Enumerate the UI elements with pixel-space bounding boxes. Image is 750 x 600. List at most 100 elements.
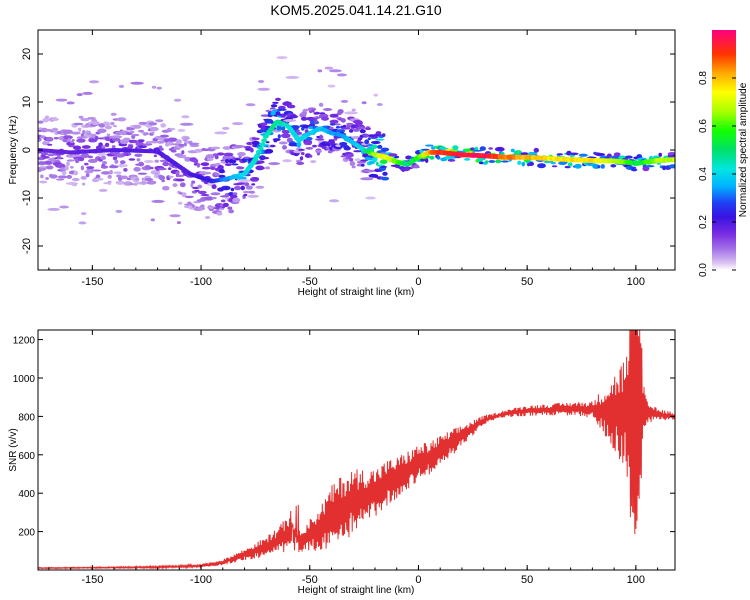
spectrogram-cell xyxy=(151,199,165,203)
y-tick-label: 200 xyxy=(18,528,35,539)
spectrogram-cell xyxy=(73,170,79,176)
spectrogram-cell xyxy=(241,177,247,180)
spectrogram-cell xyxy=(66,101,75,105)
spectrogram-cell xyxy=(629,166,637,169)
spectrogram-cell xyxy=(82,182,86,186)
spectrogram-cell xyxy=(349,161,356,167)
spectrogram-cell xyxy=(176,174,185,177)
spectrogram-cell xyxy=(122,137,131,142)
spectrogram-cell xyxy=(154,159,159,163)
snr-x-label: Height of straight line (km) xyxy=(298,585,415,596)
spectrogram-cell xyxy=(301,152,305,156)
spectrogram-cell xyxy=(116,117,127,122)
spectrogram-cell xyxy=(144,178,154,181)
spectrogram-cell xyxy=(377,144,383,149)
spectrogram-cell xyxy=(160,134,169,138)
spectrogram-cell xyxy=(176,221,181,225)
spectrogram-cell xyxy=(479,146,486,151)
spectrogram-cell xyxy=(248,190,256,194)
spectrogram-cell xyxy=(183,136,190,140)
spectrogram-cell xyxy=(178,143,185,147)
spectrogram-cell xyxy=(645,165,655,168)
spectrogram-cell xyxy=(219,169,225,174)
colorbar-ticks: 0.0 0.2 0.4 0.6 0.8 xyxy=(698,71,736,277)
spectrogram-cell xyxy=(371,144,378,149)
spectrogram-cell xyxy=(360,159,368,162)
spectrogram-cell xyxy=(193,158,199,164)
spectrogram-cell xyxy=(118,84,125,88)
spectrogram-cell xyxy=(351,165,356,169)
spectrogram-cell xyxy=(82,91,93,95)
spectrogram-cell xyxy=(272,138,281,142)
spectrogram-cell xyxy=(236,166,245,170)
spectrogram-cell xyxy=(214,131,228,135)
spectrogram-cell xyxy=(658,152,662,157)
spectrogram-cell xyxy=(120,175,128,180)
spectrogram-cell xyxy=(152,181,157,184)
spectrogram-cell xyxy=(97,152,107,156)
spectrogram-cell xyxy=(297,148,306,151)
x-tick-label: 100 xyxy=(627,574,645,586)
spectrogram-cell xyxy=(333,137,338,141)
spectrogram-cell xyxy=(363,169,376,173)
spectrogram-cell xyxy=(329,113,339,118)
x-tick-label: 50 xyxy=(521,574,533,586)
spectrogram-cell xyxy=(184,195,194,199)
spectrogram-cell xyxy=(41,156,50,159)
spectrogram-cell xyxy=(196,162,201,168)
spectrogram-cell xyxy=(318,102,324,107)
spectrogram-cell xyxy=(472,149,483,152)
spectrogram-cell xyxy=(306,140,312,146)
spectrogram-cell xyxy=(376,103,383,106)
spectrogram-cell xyxy=(40,174,44,179)
colorbar-label: Normalized spectral amplitude xyxy=(738,82,749,217)
spectrogram-cell xyxy=(73,122,84,126)
spectrogram-cell xyxy=(365,127,371,131)
spectrogram-cell xyxy=(517,160,522,165)
spectrogram-cell xyxy=(88,80,100,84)
spectrogram-cell xyxy=(360,177,374,181)
spectrogram-cell xyxy=(296,141,302,147)
spectrogram-cell xyxy=(200,194,210,196)
spectrogram-cell xyxy=(380,147,390,152)
spectrogram-cell xyxy=(160,123,167,128)
spectrogram-cell xyxy=(92,169,102,172)
spectrogram-cell xyxy=(371,140,381,145)
spectrogram-cell xyxy=(44,160,53,165)
spectrogram-cell xyxy=(214,155,219,160)
spectrogram-cell xyxy=(175,139,182,144)
spectrogram-cell xyxy=(388,153,398,157)
spectrogram-cell xyxy=(264,148,274,154)
spectrogram-cell xyxy=(198,171,212,175)
spectrogram-cell xyxy=(341,127,351,130)
spectrogram-cell xyxy=(182,154,187,159)
spectrogram-cell xyxy=(132,140,137,144)
spectrogram-cell xyxy=(668,164,675,169)
spectrogram-x-axis: -150 -100 -50 0 50 100 xyxy=(48,30,659,288)
spectrogram-cell xyxy=(232,122,244,126)
spectrogram-cell xyxy=(569,152,579,156)
spectrogram-cell xyxy=(521,161,526,167)
spectrogram-cell xyxy=(260,122,268,126)
spectrogram-cell xyxy=(257,80,265,83)
spectrogram-cell xyxy=(234,158,241,161)
spectrogram-cell xyxy=(191,180,196,184)
spectrogram-cell xyxy=(137,145,148,149)
spectrogram-cell xyxy=(216,211,223,216)
spectrogram-cell xyxy=(501,160,509,163)
spectrogram-cell xyxy=(478,161,485,165)
spectrogram-cell xyxy=(306,136,313,141)
snr-line xyxy=(38,330,675,570)
snr-x-axis: -150 -100 -50 0 50 100 xyxy=(48,330,659,586)
spectrogram-cell xyxy=(197,206,206,211)
spectrogram-cell xyxy=(150,218,155,222)
spectrogram-cell xyxy=(345,153,354,158)
spectrogram-cell xyxy=(230,187,235,192)
spectrogram-cell xyxy=(244,182,250,187)
spectrogram-cell xyxy=(295,159,302,163)
spectrogram-cell xyxy=(556,153,564,156)
spectrogram-cell xyxy=(312,144,317,148)
y-tick-label: -20 xyxy=(21,238,33,254)
x-tick-label: 100 xyxy=(627,276,645,288)
spectrogram-cell xyxy=(630,168,638,172)
